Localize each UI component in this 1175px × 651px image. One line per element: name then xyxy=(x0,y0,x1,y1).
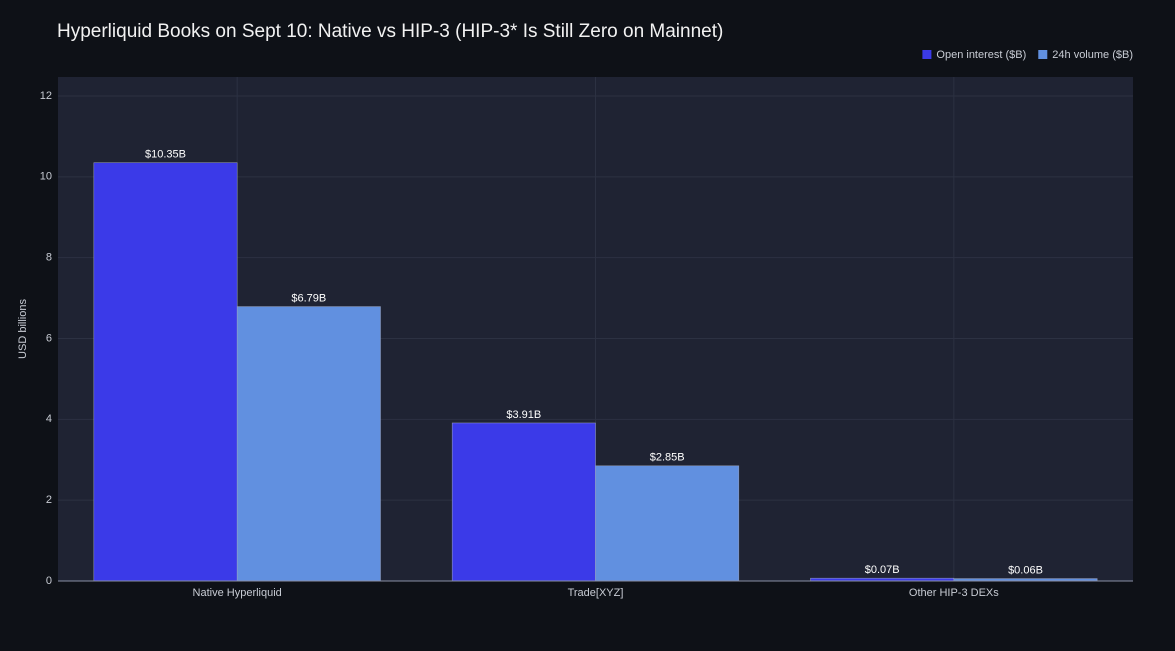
value-label: $3.91B xyxy=(506,409,541,421)
y-tick-label: 12 xyxy=(40,90,52,102)
value-label: $0.06B xyxy=(1008,564,1043,576)
value-label: $2.85B xyxy=(650,452,685,464)
bar xyxy=(236,306,381,582)
y-tick-label: 0 xyxy=(46,575,52,587)
value-label: $6.79B xyxy=(291,292,326,304)
y-tick-label: 6 xyxy=(46,332,52,344)
legend-swatch xyxy=(1038,50,1048,59)
x-tick-label: Trade[XYZ] xyxy=(568,587,624,599)
x-tick-label: Native Hyperliquid xyxy=(193,587,282,599)
bar xyxy=(93,162,238,582)
y-tick-label: 8 xyxy=(46,252,52,264)
y-tick-label: 10 xyxy=(40,171,52,183)
legend-label: 24h volume ($B) xyxy=(1052,49,1133,61)
y-axis-title: USD billions xyxy=(17,299,29,359)
value-label: $0.07B xyxy=(865,564,900,576)
y-tick-label: 2 xyxy=(46,494,52,506)
legend-swatch xyxy=(922,50,932,59)
bar xyxy=(595,465,740,582)
chart-title: Hyperliquid Books on Sept 10: Native vs … xyxy=(57,21,723,42)
y-tick-label: 4 xyxy=(46,413,52,425)
value-label: $10.35B xyxy=(145,149,186,161)
legend-label: Open interest ($B) xyxy=(936,49,1026,61)
x-tick-label: Other HIP-3 DEXs xyxy=(909,587,999,599)
bar xyxy=(451,422,596,582)
